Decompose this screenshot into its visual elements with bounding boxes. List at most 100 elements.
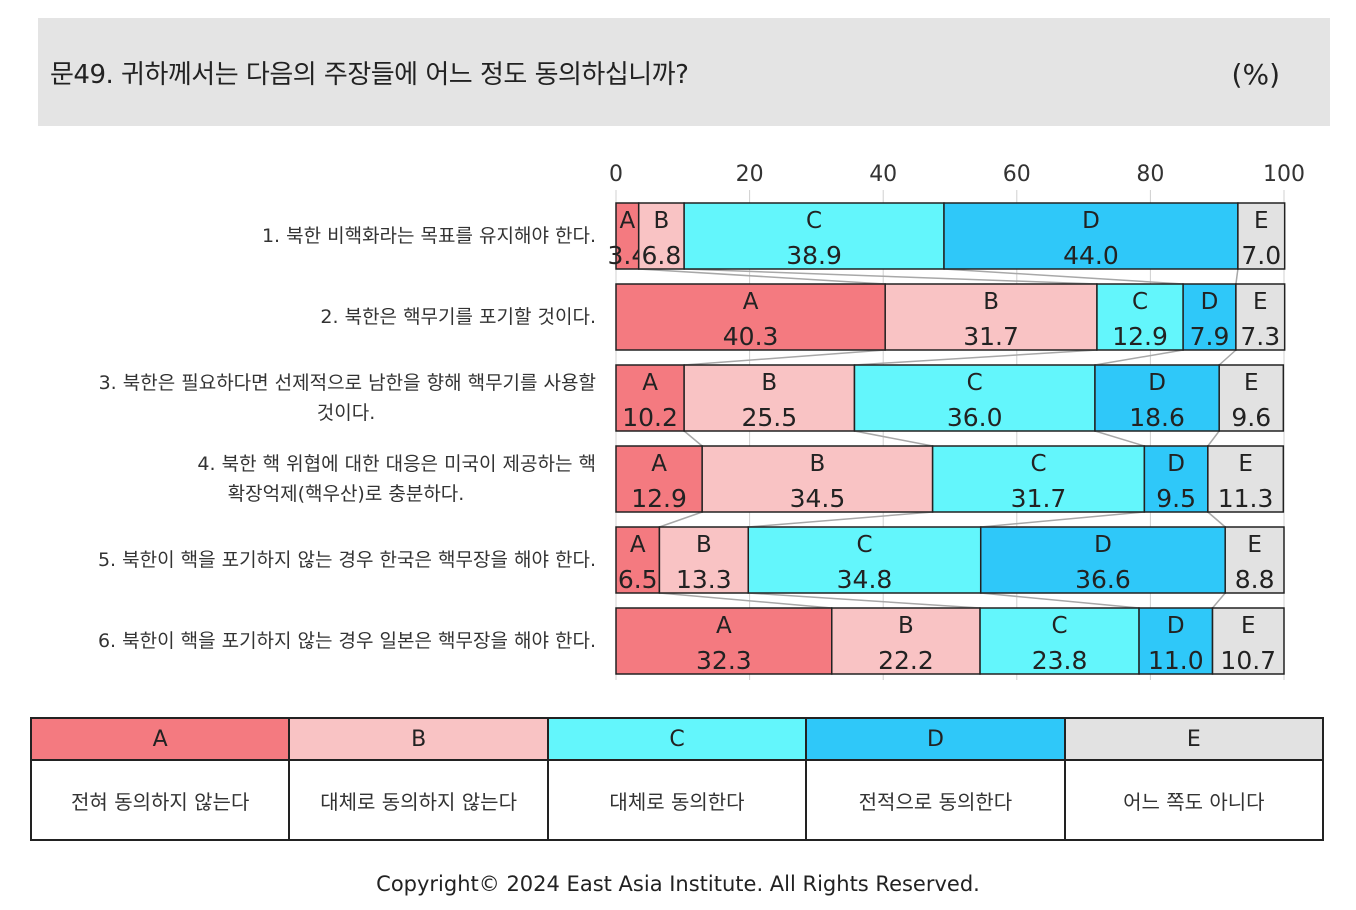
segment-letter-c: C [1030, 451, 1046, 477]
legend-label-e: 어느 쪽도 아니다 [1065, 761, 1323, 839]
segment-letter-d: D [1167, 613, 1185, 639]
legend-item-c: C 대체로 동의한다 [546, 717, 808, 841]
bar-segment-b [884, 283, 1098, 351]
legend-label-c: 대체로 동의한다 [548, 761, 806, 839]
row-label-3: 3. 북한은 필요하다면 선제적으로 남한을 향해 핵무기를 사용할 [99, 372, 596, 394]
bar-segment-c [1096, 283, 1184, 351]
segment-letter-a: A [619, 208, 635, 234]
segment-letter-e: E [1241, 613, 1256, 639]
row-label-4: 4. 북한 핵 위협에 대한 대응은 미국이 제공하는 핵 [197, 453, 596, 475]
bar-segment-b [701, 445, 934, 513]
connector-line [1235, 268, 1239, 285]
segment-letter-b: B [654, 208, 670, 234]
segment-value-b: 34.5 [790, 484, 846, 513]
stacked-bar-chart: 0 20 40 60 80 100 1. 북한 비핵화라는 목표를 유지해야 한다. 2. 북… [98, 162, 1305, 680]
bar-segment-e [1237, 202, 1286, 270]
segment-value-b: 25.5 [741, 403, 797, 432]
segment-value-e: 9.6 [1231, 403, 1271, 432]
row-label-6: 6. 북한이 핵을 포기하지 않는 경우 일본은 핵무장을 해야 한다. [98, 630, 596, 652]
bar-segment-e [1218, 364, 1285, 432]
row-label-4-cont: 확장억제(핵우산)로 충분하다. [228, 483, 465, 505]
segment-value-e: 10.7 [1220, 646, 1276, 675]
bar-segment-d [1143, 445, 1209, 513]
connector-line [683, 430, 703, 447]
segment-value-e: 11.3 [1218, 484, 1274, 513]
segment-value-b: 6.8 [642, 241, 682, 270]
segment-letter-c: C [856, 532, 872, 558]
segment-letter-d: D [1094, 532, 1112, 558]
bar-segment-d [1094, 364, 1220, 432]
segment-letter-e: E [1253, 289, 1268, 315]
segment-value-d: 36.6 [1075, 565, 1131, 594]
segment-value-b: 22.2 [878, 646, 934, 675]
segment-letter-a: A [630, 532, 646, 558]
connector-line [1207, 511, 1226, 528]
segment-value-a: 12.9 [631, 484, 687, 513]
segment-letter-a: A [651, 451, 667, 477]
segment-letter-a: A [642, 370, 658, 396]
connector-line [980, 592, 1140, 609]
bar-segment-e [1211, 607, 1285, 675]
unit-label: (%) [1231, 58, 1280, 91]
legend-label-a: 전혀 동의하지 않는다 [32, 761, 289, 839]
connector-line [943, 268, 1184, 285]
segment-value-a: 6.5 [618, 565, 658, 594]
bar-segment-e [1235, 283, 1286, 351]
connector-line [684, 268, 1097, 285]
bar-segment-c [683, 202, 945, 270]
segment-letter-c: C [967, 370, 983, 396]
segment-value-d: 44.0 [1063, 241, 1119, 270]
segment-letter-c: C [1132, 289, 1148, 315]
bar-segment-e [1207, 445, 1285, 513]
legend-key-b: B [290, 719, 547, 761]
bar-segment-a [615, 526, 661, 594]
bar-segment-d [943, 202, 1239, 270]
segment-value-a: 10.2 [622, 403, 678, 432]
segment-letter-a: A [743, 289, 759, 315]
chart-title: 문49. 귀하께서는 다음의 주장들에 어느 정도 동의하십니까? [50, 60, 689, 90]
segment-letter-a: A [716, 613, 732, 639]
segment-letter-b: B [761, 370, 777, 396]
segment-value-e: 7.3 [1240, 322, 1280, 351]
connector-line [1207, 430, 1220, 447]
bar-segment-c [747, 526, 982, 594]
bar-segment-c [853, 364, 1096, 432]
connector-line [854, 349, 1098, 366]
segment-letter-c: C [806, 208, 822, 234]
bar-segment-c [979, 607, 1140, 675]
segment-value-c: 12.9 [1112, 322, 1168, 351]
segment-value-e: 7.0 [1241, 241, 1281, 270]
connector-line [638, 268, 886, 285]
connector-line [748, 511, 933, 528]
x-tick-label-60: 60 [1003, 162, 1031, 187]
segment-letter-e: E [1238, 451, 1253, 477]
segment-letter-b: B [983, 289, 999, 315]
segment-value-d: 9.5 [1156, 484, 1196, 513]
legend-key-a: A [32, 719, 289, 761]
segment-letter-b: B [810, 451, 826, 477]
segment-letter-d: D [1082, 208, 1100, 234]
connector-line [659, 511, 703, 528]
segment-value-c: 23.8 [1032, 646, 1088, 675]
connector-line [1211, 592, 1226, 609]
legend-item-d: D 전적으로 동의한다 [805, 717, 1066, 841]
connector-line [748, 592, 981, 609]
legend-key-e: E [1065, 719, 1323, 761]
bar-segment-a [615, 364, 685, 432]
segment-letter-b: B [696, 532, 712, 558]
connector-line [1094, 349, 1184, 366]
segment-value-d: 7.9 [1190, 322, 1230, 351]
segment-value-c: 31.7 [1011, 484, 1067, 513]
segment-value-c: 38.9 [786, 241, 842, 270]
segment-letter-e: E [1247, 532, 1262, 558]
bar-segment-b [683, 364, 856, 432]
legend-item-b: B 대체로 동의하지 않는다 [288, 717, 549, 841]
legend-label-b: 대체로 동의하지 않는다 [290, 761, 547, 839]
segment-letter-b: B [898, 613, 914, 639]
chart-header: 문49. 귀하께서는 다음의 주장들에 어느 정도 동의하십니까? (%) [38, 18, 1330, 126]
segment-letter-d: D [1201, 289, 1219, 315]
x-tick-label-80: 80 [1136, 162, 1164, 187]
x-tick-label-20: 20 [736, 162, 764, 187]
row-label-5: 5. 북한이 핵을 포기하지 않는 경우 한국은 핵무장을 해야 한다. [98, 549, 596, 571]
segment-value-d: 11.0 [1148, 646, 1204, 675]
